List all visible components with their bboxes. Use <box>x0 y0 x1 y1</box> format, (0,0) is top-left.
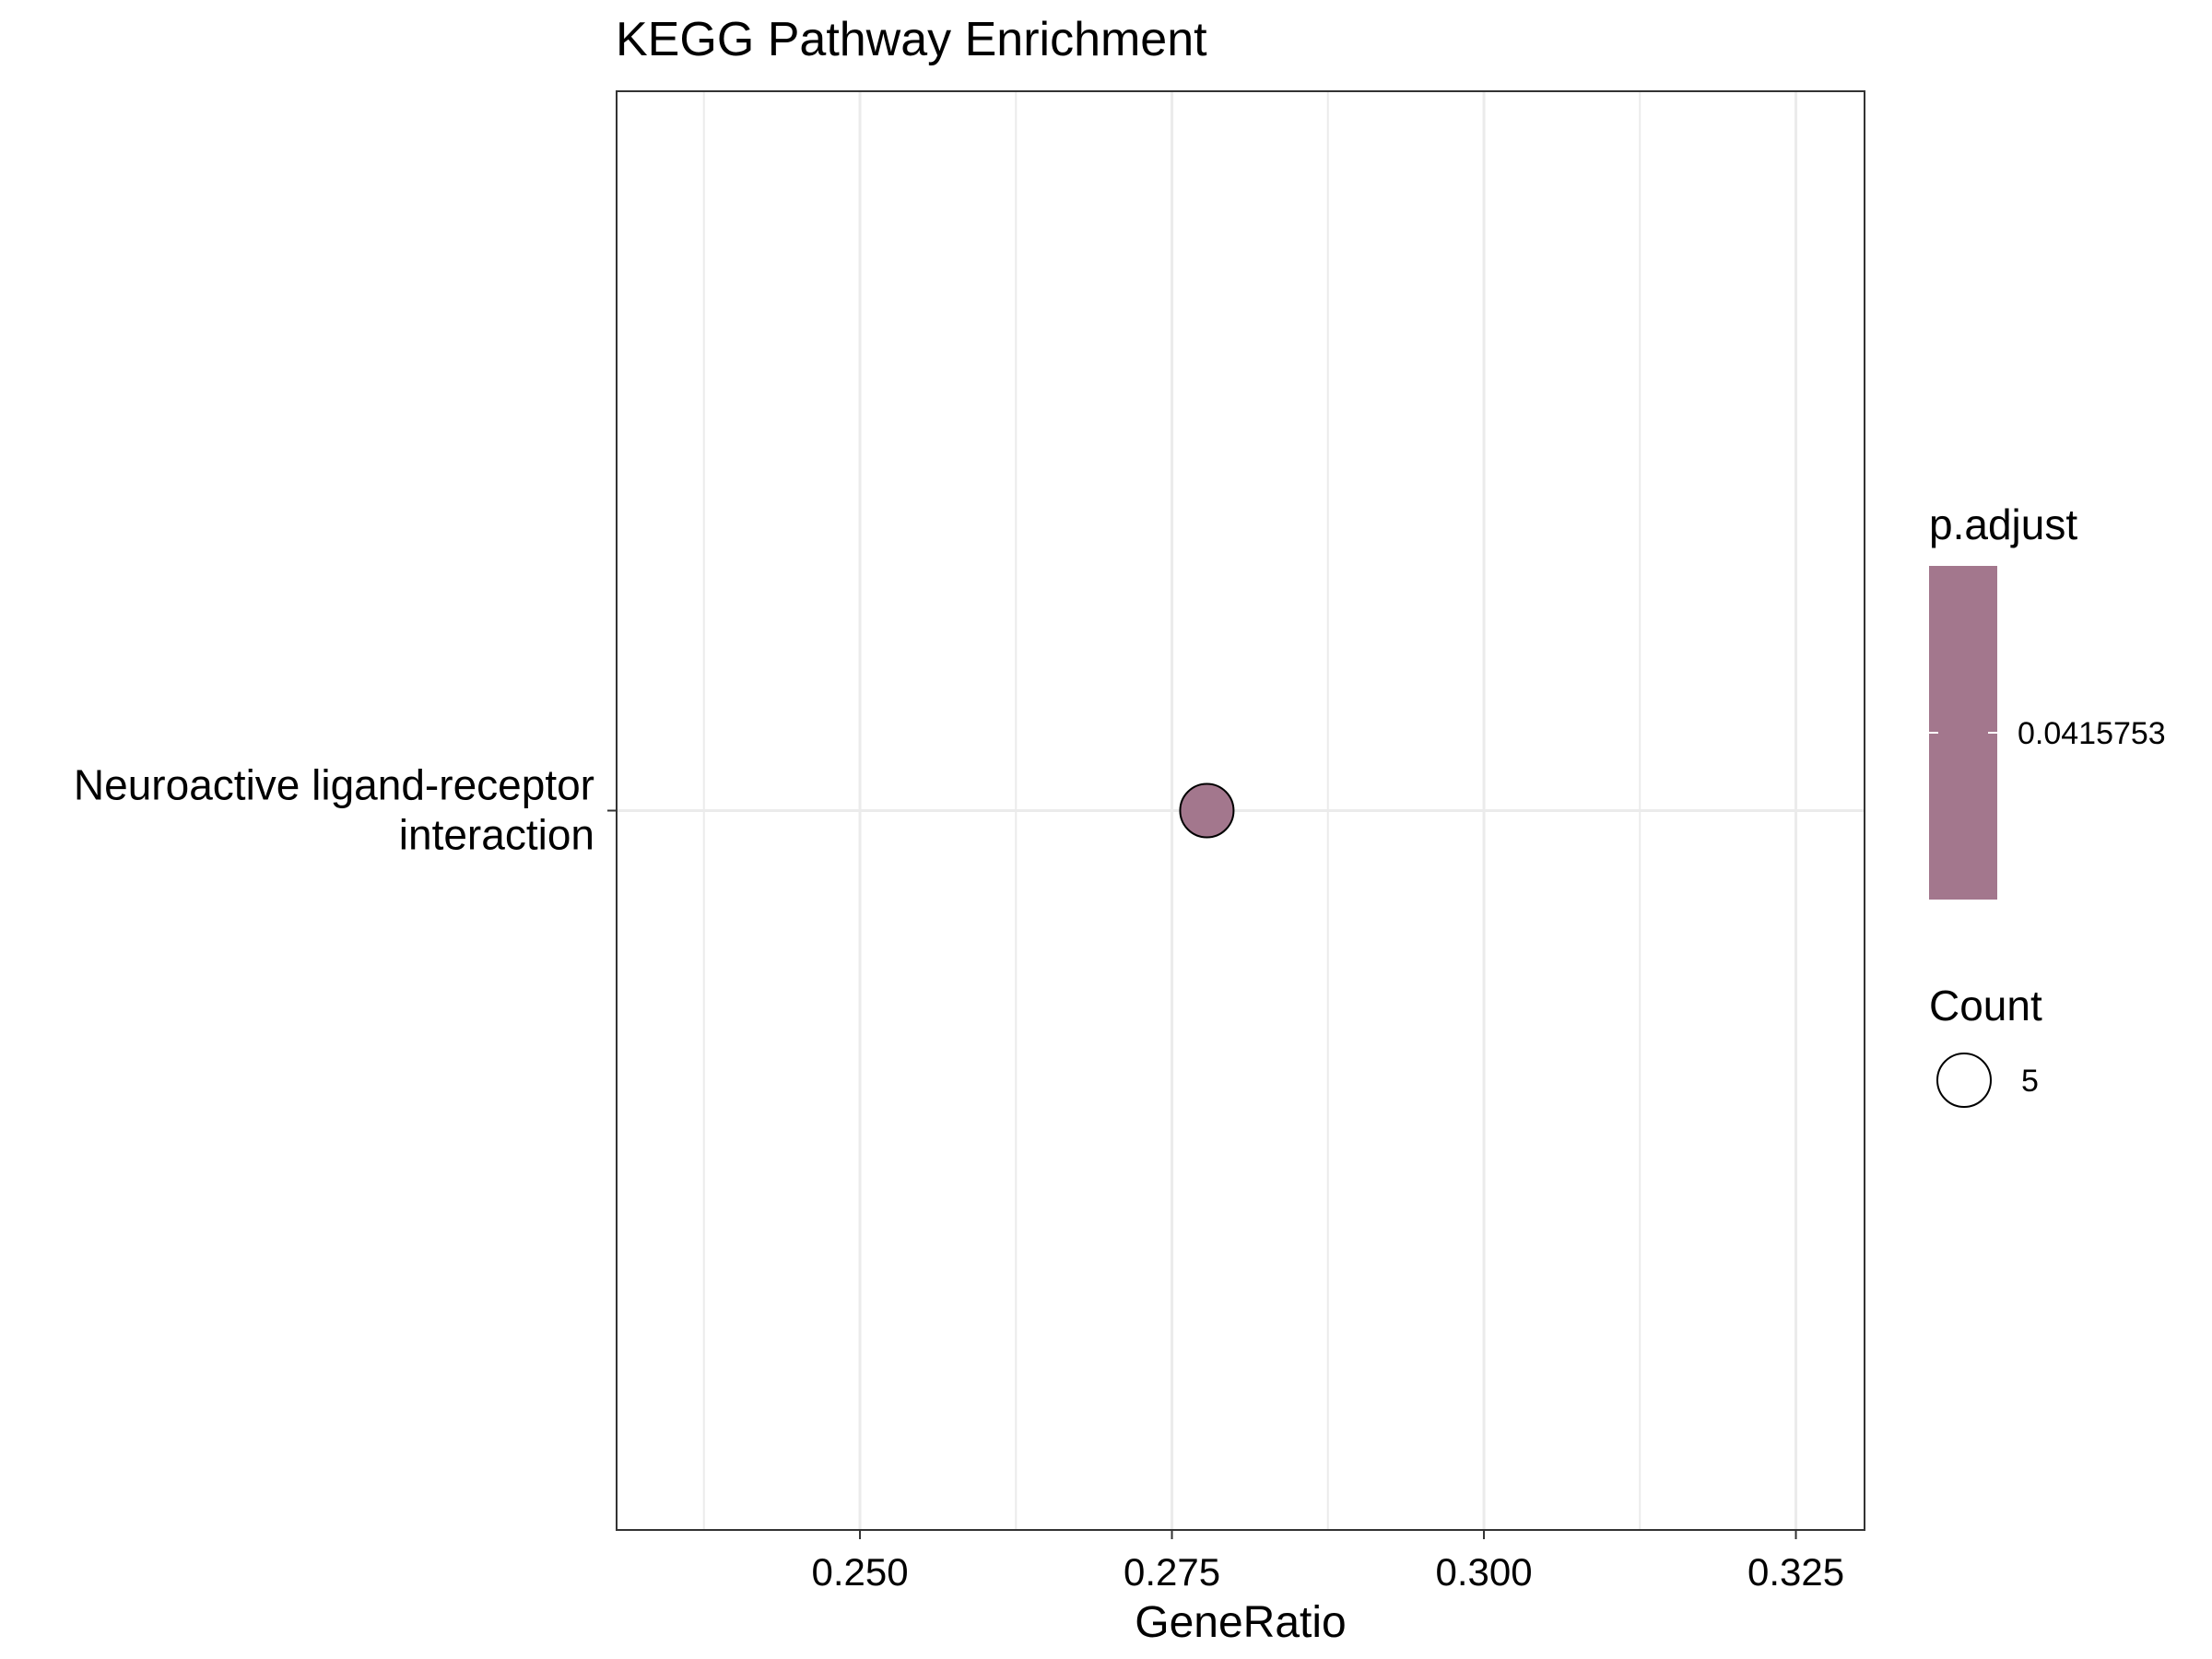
colorbar <box>1929 566 1997 900</box>
y-category-label: Neuroactive ligand-receptor <box>74 761 594 809</box>
legend-size-label: 5 <box>2021 1064 2039 1099</box>
x-axis-ticks: 0.250 0.275 0.300 0.325 <box>811 1530 1844 1594</box>
major-gridlines <box>617 91 1865 1530</box>
data-points <box>1179 782 1235 839</box>
x-tick-label: 0.300 <box>1435 1550 1532 1594</box>
x-axis-title: GeneRatio <box>1135 1598 1346 1647</box>
chart-title: KEGG Pathway Enrichment <box>616 13 1207 66</box>
legend-size: Count 5 <box>1929 982 2042 1108</box>
y-category-label: interaction <box>399 811 594 859</box>
x-tick-label: 0.275 <box>1124 1550 1220 1594</box>
x-tick-label: 0.325 <box>1747 1550 1844 1594</box>
legend-color: p.adjust 0.0415753 <box>1929 500 2166 900</box>
legend-size-key <box>1936 1053 1992 1108</box>
colorbar-label: 0.0415753 <box>2018 716 2166 751</box>
legend-size-title: Count <box>1929 982 2042 1030</box>
legend-color-title: p.adjust <box>1929 500 2077 548</box>
x-tick-label: 0.250 <box>811 1550 908 1594</box>
data-point <box>1179 782 1235 839</box>
